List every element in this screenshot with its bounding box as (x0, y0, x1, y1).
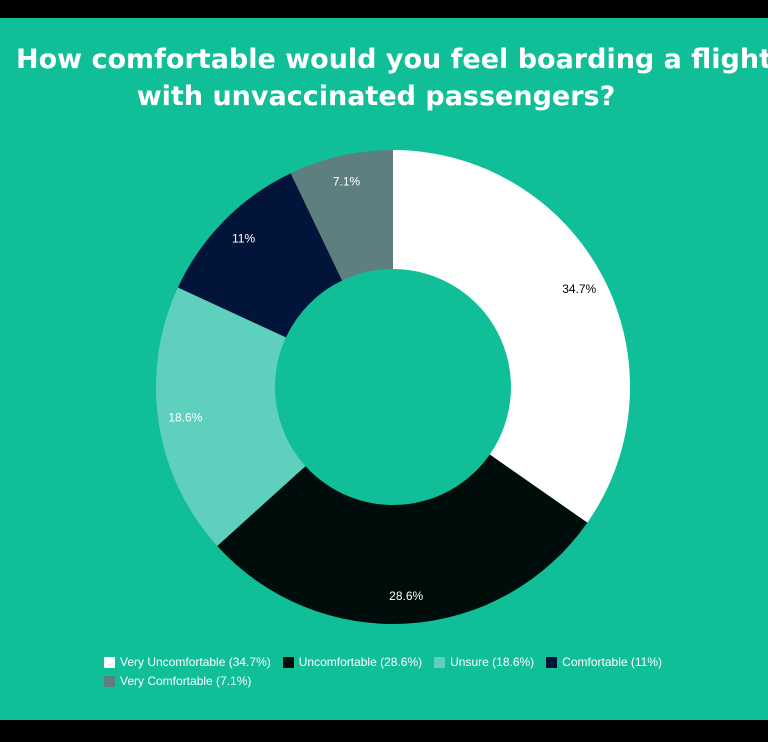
slice (217, 454, 588, 624)
legend-item: Very Comfortable (7.1%) (104, 674, 251, 688)
data-label: 34.7% (562, 282, 596, 296)
legend-swatch (434, 656, 446, 668)
legend: Very Uncomfortable (34.7%) Uncomfortable … (104, 655, 704, 688)
slice (393, 150, 631, 523)
legend-label: Unsure (18.6%) (450, 655, 535, 669)
legend-item: Comfortable (11%) (546, 655, 662, 669)
legend-swatch (282, 656, 294, 668)
slice (156, 287, 306, 546)
chart-title: How comfortable would you feel boarding … (16, 44, 768, 75)
legend-item: Uncomfortable (28.6%) (282, 655, 423, 669)
data-label: 28.6% (389, 589, 423, 603)
data-label: 7.1% (333, 174, 361, 188)
slice (177, 173, 343, 338)
bottom-bar (0, 720, 768, 742)
legend-swatch (104, 675, 115, 687)
legend-label: Very Comfortable (7.1%) (120, 674, 252, 688)
legend-label: Comfortable (11%) (562, 655, 662, 669)
data-label: 18.6% (168, 411, 202, 425)
chart-title: with unvaccinated passengers? (137, 81, 616, 112)
legend-item: Very Uncomfortable (34.7%) (104, 655, 271, 669)
slice (290, 150, 393, 281)
legend-swatch (546, 656, 558, 668)
legend-item: Unsure (18.6%) (434, 655, 534, 669)
legend-swatch (104, 656, 115, 668)
legend-label: Very Uncomfortable (34.7%) (120, 655, 271, 669)
legend-label: Uncomfortable (28.6%) (298, 655, 423, 669)
top-bar (0, 0, 768, 18)
data-label: 11% (232, 232, 255, 246)
